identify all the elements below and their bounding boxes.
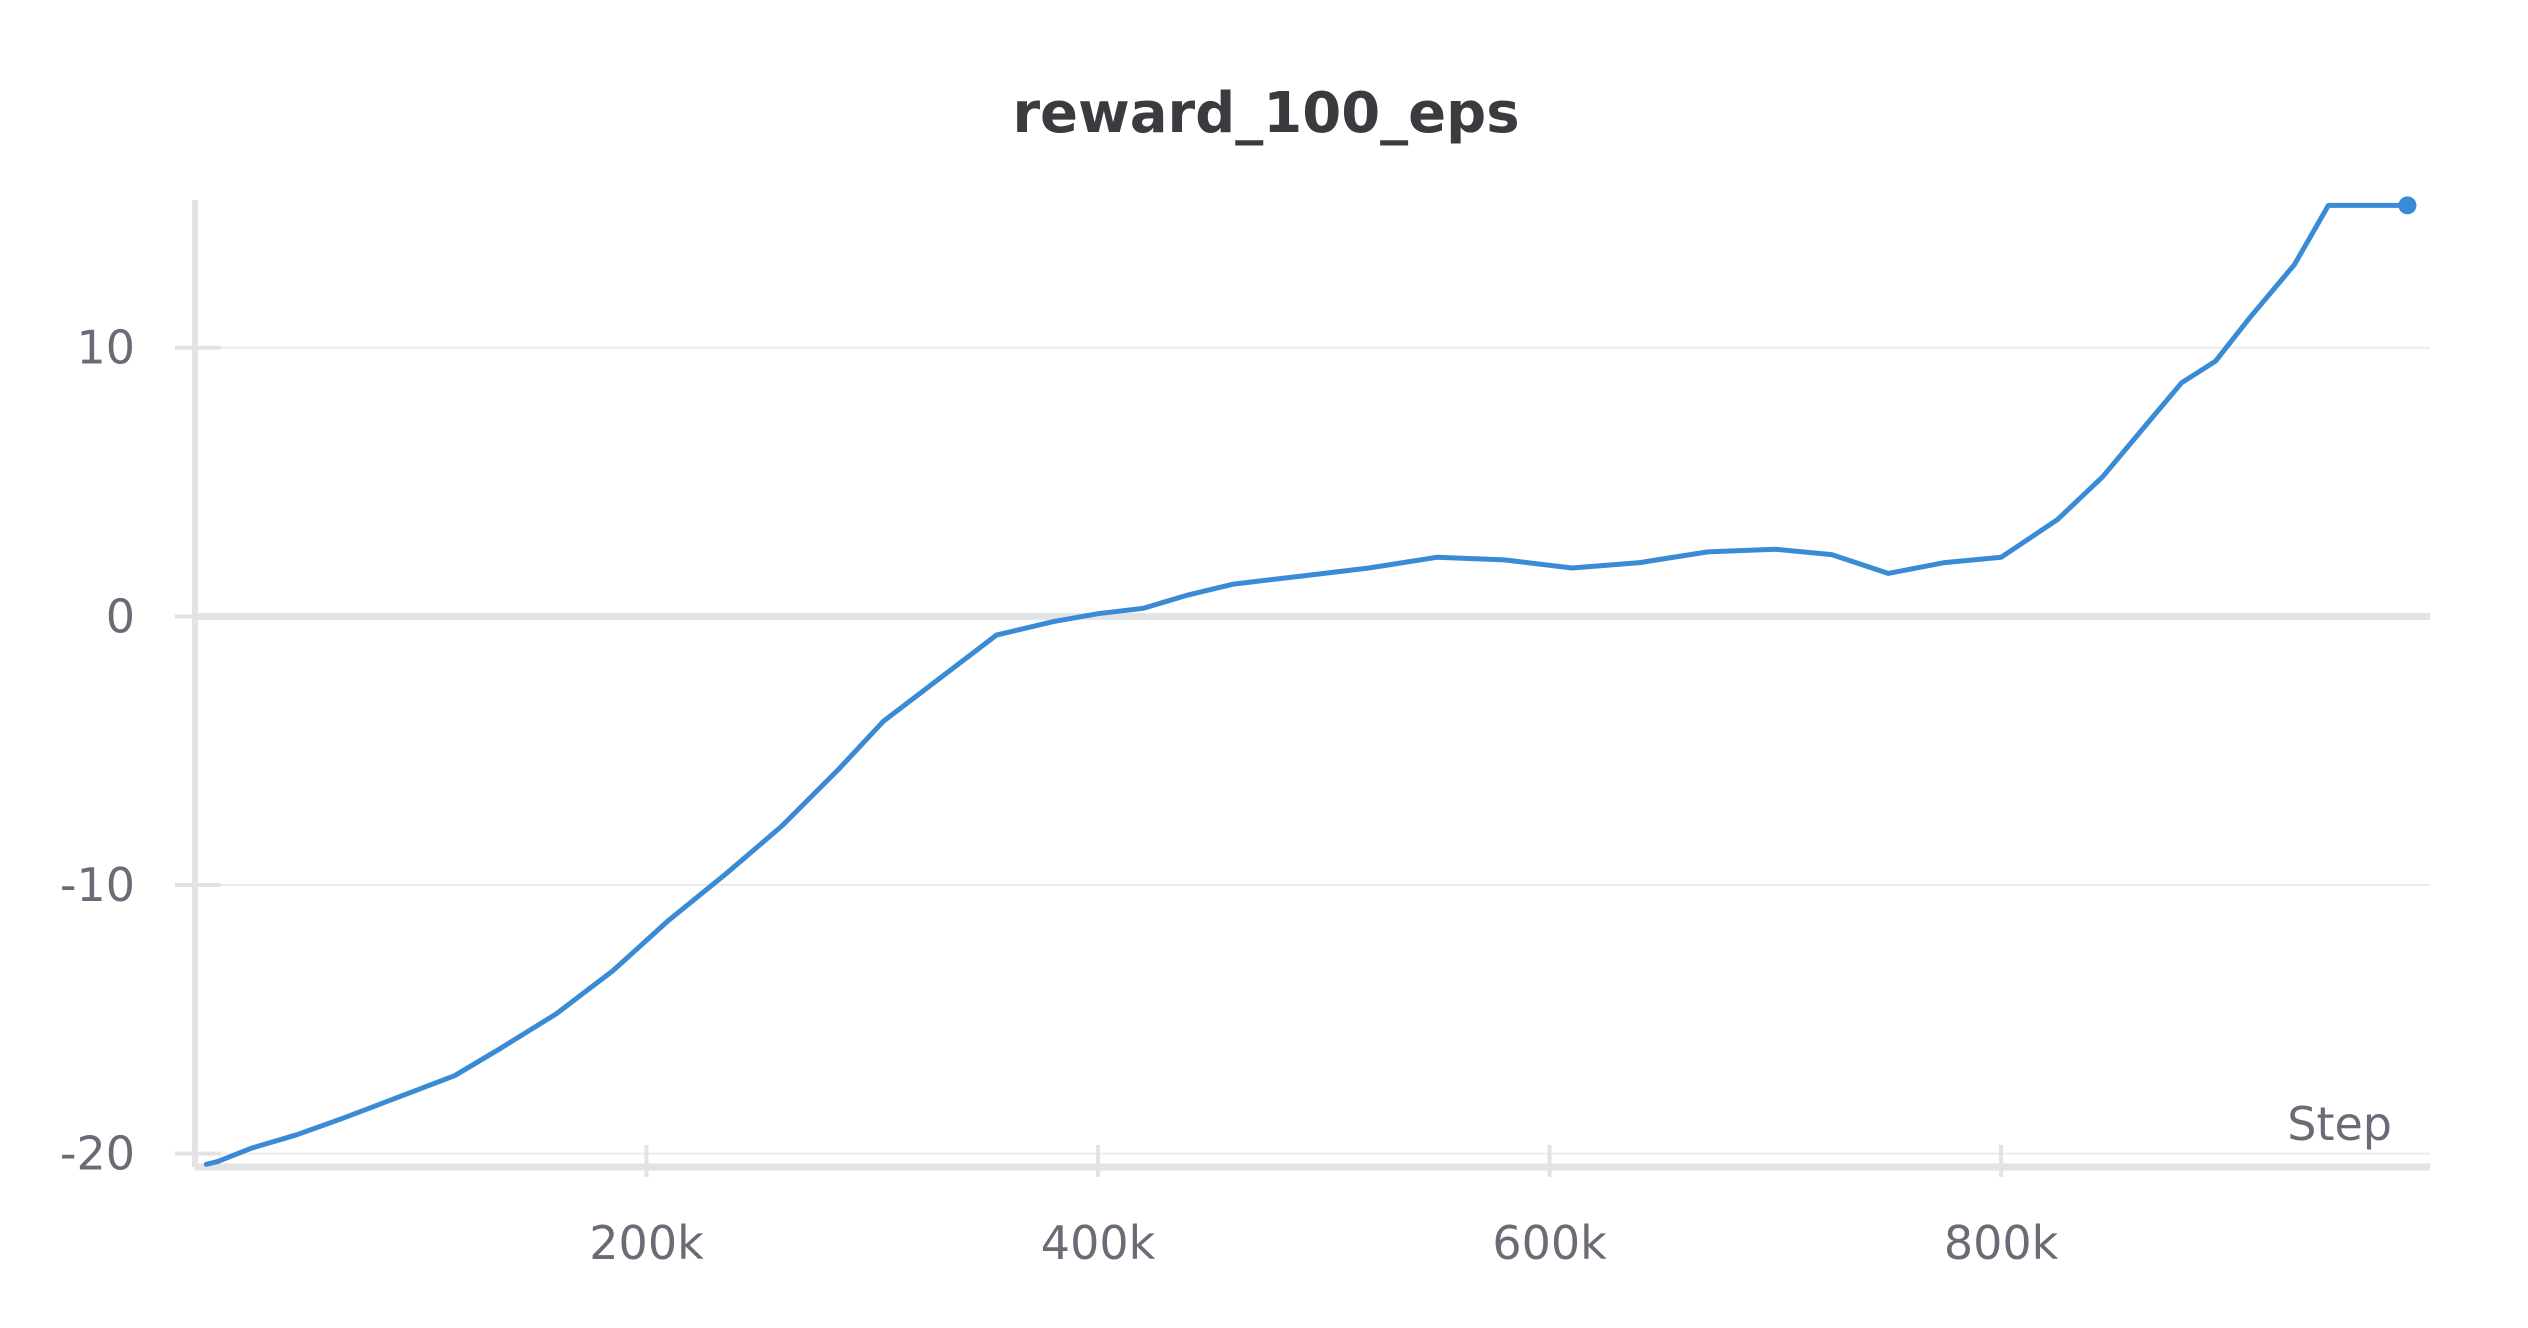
- series-layer: [203, 196, 2417, 1167]
- series-end-point: [2398, 196, 2417, 215]
- tick-labels: 10 0 -10 -20 200k 400k 600k 800k: [60, 321, 2059, 1270]
- x-tick-label: 400k: [1041, 1216, 1156, 1270]
- chart-title: reward_100_eps: [1012, 81, 1519, 146]
- y-tick-label: -10: [60, 858, 135, 912]
- x-tick-label: 200k: [589, 1216, 704, 1270]
- x-tick-label: 800k: [1944, 1216, 2059, 1270]
- x-axis-title: Step: [2287, 1097, 2392, 1151]
- axes: [175, 200, 2430, 1177]
- series-line: [203, 202, 2410, 1167]
- y-tick-label: -20: [60, 1127, 135, 1181]
- y-tick-label: 10: [76, 321, 135, 375]
- grid-lines: [195, 346, 2430, 1155]
- y-tick-label: 0: [106, 589, 135, 643]
- x-tick-label: 600k: [1492, 1216, 1607, 1270]
